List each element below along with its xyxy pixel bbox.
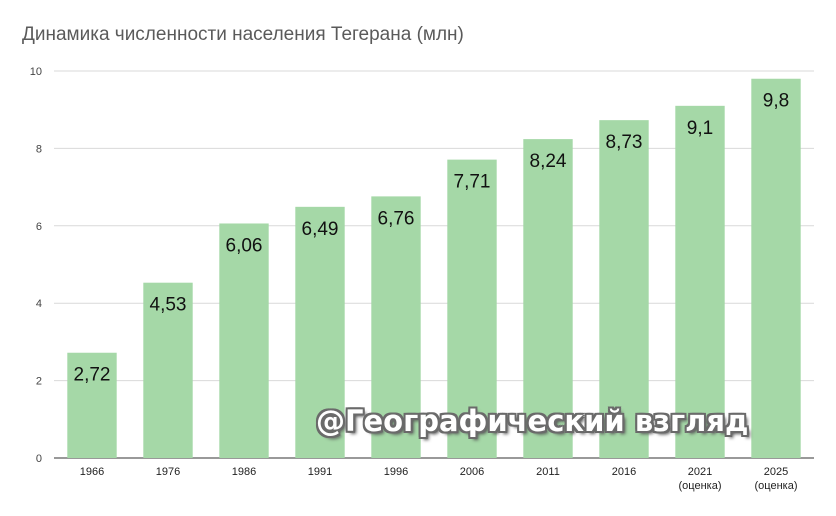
data-label: 8,24 — [530, 151, 567, 172]
x-tick-label: 1986 — [232, 466, 256, 478]
data-label: 9,8 — [763, 91, 789, 112]
x-tick-label: 1991 — [308, 466, 332, 478]
x-tick-label: 2025 — [764, 466, 788, 478]
watermark: @Географический взгляд — [316, 404, 749, 438]
bar — [599, 120, 649, 459]
x-tick-label: 1996 — [384, 466, 408, 478]
x-tick-label: 2006 — [460, 466, 484, 478]
bar — [675, 105, 725, 458]
data-label: 8,73 — [606, 132, 643, 153]
y-tick-label: 4 — [36, 298, 42, 310]
y-tick-label: 0 — [36, 453, 42, 465]
bar — [295, 206, 345, 458]
x-tick-label: 2011 — [536, 466, 560, 478]
data-label: 9,1 — [687, 118, 713, 139]
data-label: 7,71 — [454, 172, 491, 193]
y-tick-label: 8 — [36, 143, 42, 155]
bar — [751, 78, 801, 459]
y-tick-label: 2 — [36, 376, 42, 388]
data-label: 2,72 — [74, 365, 111, 386]
x-tick-sublabel: (оценка) — [755, 480, 798, 492]
data-label: 4,53 — [150, 295, 187, 316]
y-tick-label: 6 — [36, 221, 42, 233]
data-label: 6,49 — [302, 219, 339, 240]
data-label: 6,76 — [378, 208, 415, 229]
chart-title: Динамика численности населения Тегерана … — [22, 24, 464, 45]
bar — [447, 159, 497, 459]
bar — [523, 139, 573, 458]
x-tick-label: 2021 — [688, 466, 712, 478]
x-tick-sublabel: (оценка) — [679, 480, 722, 492]
x-tick-label: 2016 — [612, 466, 636, 478]
x-tick-label: 1966 — [80, 466, 104, 478]
data-label: 6,06 — [226, 235, 263, 256]
y-tick-label: 10 — [30, 66, 42, 78]
bar — [219, 223, 269, 458]
bar — [67, 352, 117, 458]
bar — [143, 282, 193, 458]
x-tick-label: 1976 — [156, 466, 180, 478]
bar — [371, 196, 421, 458]
